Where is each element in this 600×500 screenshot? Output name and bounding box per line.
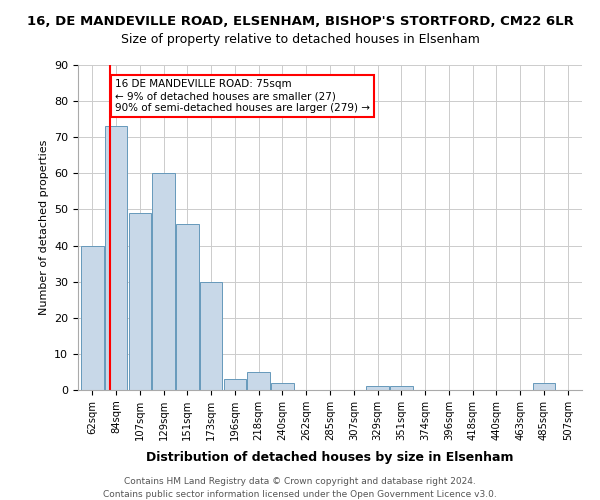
Text: Contains public sector information licensed under the Open Government Licence v3: Contains public sector information licen… <box>103 490 497 499</box>
Bar <box>128 213 151 390</box>
Bar <box>176 224 199 390</box>
Bar <box>366 386 389 390</box>
Bar <box>224 379 246 390</box>
Bar <box>247 372 270 390</box>
Bar <box>81 246 104 390</box>
Bar <box>390 386 413 390</box>
Text: Size of property relative to detached houses in Elsenham: Size of property relative to detached ho… <box>121 32 479 46</box>
Bar <box>152 174 175 390</box>
Text: Contains HM Land Registry data © Crown copyright and database right 2024.: Contains HM Land Registry data © Crown c… <box>124 478 476 486</box>
Bar <box>200 282 223 390</box>
Text: 16, DE MANDEVILLE ROAD, ELSENHAM, BISHOP'S STORTFORD, CM22 6LR: 16, DE MANDEVILLE ROAD, ELSENHAM, BISHOP… <box>26 15 574 28</box>
Text: 16 DE MANDEVILLE ROAD: 75sqm
← 9% of detached houses are smaller (27)
90% of sem: 16 DE MANDEVILLE ROAD: 75sqm ← 9% of det… <box>115 80 370 112</box>
X-axis label: Distribution of detached houses by size in Elsenham: Distribution of detached houses by size … <box>146 451 514 464</box>
Y-axis label: Number of detached properties: Number of detached properties <box>38 140 49 315</box>
Bar <box>533 383 555 390</box>
Bar <box>105 126 127 390</box>
Bar <box>271 383 294 390</box>
